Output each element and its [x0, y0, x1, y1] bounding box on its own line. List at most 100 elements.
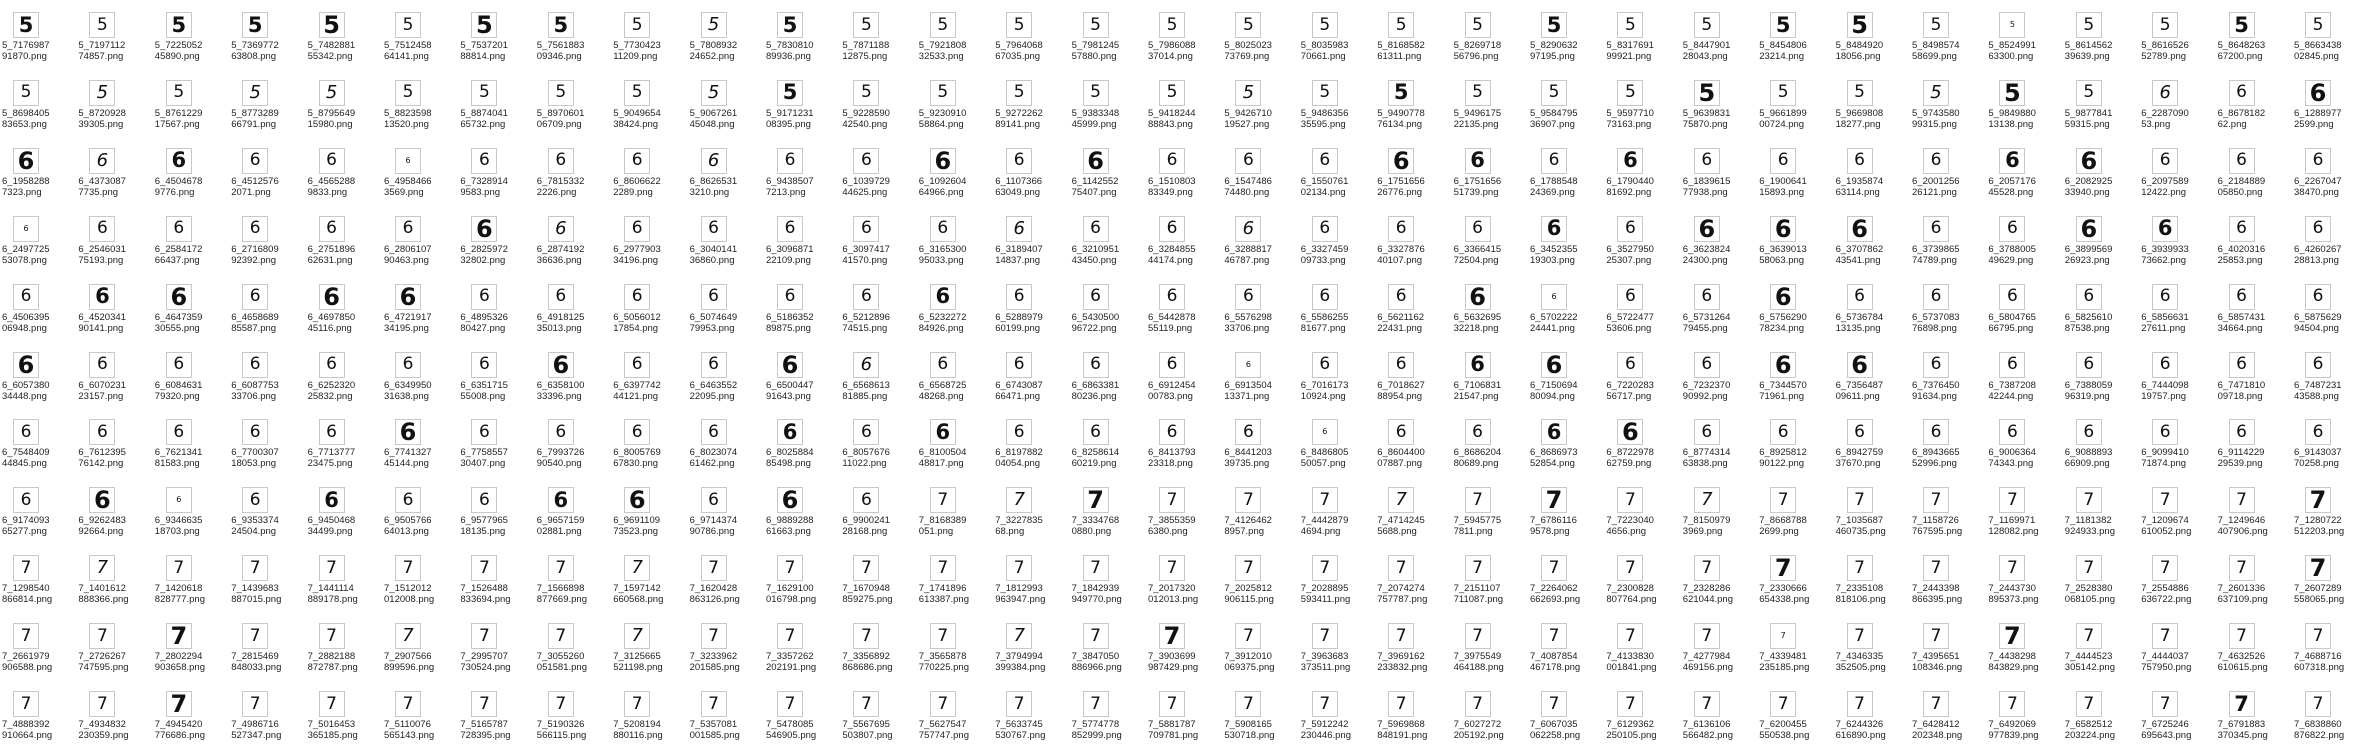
file-item[interactable]: 7 7_5016453 365185.png — [306, 681, 358, 753]
file-item[interactable]: 7 7_2726267 747595.png — [76, 613, 129, 685]
file-item[interactable]: 6 6_2716809 92392.png — [229, 206, 281, 278]
file-item[interactable]: 6 6_4895326 80427.png — [458, 274, 510, 346]
file-item[interactable]: 6 6_6349950 31638.png — [382, 342, 434, 414]
file-item[interactable]: 6 6_2184889 05850.png — [2216, 138, 2268, 210]
file-item[interactable]: 6 6_2874192 36636.png — [535, 206, 587, 278]
file-item[interactable]: 6 6_9353374 24504.png — [229, 477, 281, 549]
file-item[interactable]: 7 7_1298540 866814.png — [0, 545, 52, 617]
file-item[interactable]: 6 6_5186352 89875.png — [764, 274, 816, 346]
file-item[interactable]: 6 6_8023074 61462.png — [688, 409, 740, 481]
file-item[interactable]: 7 7_4126462 8957.png — [1222, 477, 1274, 549]
file-item[interactable]: 6 6_5731264 79455.png — [1681, 274, 1733, 346]
file-item[interactable]: 7 7_1566898 877669.png — [535, 545, 587, 617]
file-item[interactable]: 7 7_3963683 373511.png — [1299, 613, 1351, 685]
file-item[interactable]: 7 7_2074274 757787.png — [1375, 545, 1427, 617]
file-item[interactable]: 6 6_3165300 95033.png — [917, 206, 969, 278]
file-item[interactable]: 6 6_3739865 74789.png — [1910, 206, 1962, 278]
file-item[interactable]: 6 6_7621341 81583.png — [153, 409, 205, 481]
file-item[interactable]: 6 6_6913504 13371.png — [1222, 342, 1274, 414]
file-item[interactable]: 7 7_1842939 949770.png — [1070, 545, 1122, 617]
file-item[interactable]: 7 7_1439683 887015.png — [229, 545, 281, 617]
file-item[interactable]: 5 5_7830810 89936.png — [764, 2, 816, 74]
file-item[interactable]: 5 5_7808932 24652.png — [688, 2, 740, 74]
file-item[interactable]: 6 6_5722477 53606.png — [1604, 274, 1656, 346]
file-item[interactable]: 5 5_9849880 13138.png — [1986, 70, 2038, 142]
file-item[interactable]: 6 6_8942759 37670.png — [1834, 409, 1886, 481]
file-item[interactable]: 6 6_9099410 71874.png — [2139, 409, 2191, 481]
file-item[interactable]: 7 7_5478085 546905.png — [764, 681, 816, 753]
file-item[interactable]: 6 6_8606622 2289.png — [611, 138, 663, 210]
file-item[interactable]: 6 6_5756290 78234.png — [1757, 274, 1809, 346]
file-item[interactable]: 7 7_1249646 407906.png — [2216, 477, 2268, 549]
file-item[interactable]: 6 6_1288977 2599.png — [2292, 70, 2344, 142]
file-item[interactable]: 7 7_3969162 233832.png — [1375, 613, 1427, 685]
file-item[interactable]: 6 6_9505766 64013.png — [382, 477, 434, 549]
file-item[interactable]: 5 5_8317691 99921.png — [1604, 2, 1656, 74]
file-item[interactable]: 7 7_4438298 843829.png — [1986, 613, 2039, 685]
file-item[interactable]: 7 7_5945775 7811.png — [1452, 477, 1504, 549]
file-item[interactable]: 5 5_8616526 52789.png — [2139, 2, 2191, 74]
file-item[interactable]: 6 6_6568725 48268.png — [917, 342, 969, 414]
file-item[interactable]: 6 6_5632695 32218.png — [1452, 274, 1504, 346]
file-item[interactable]: 7 7_5165787 728395.png — [458, 681, 511, 753]
file-item[interactable]: 6 6_6358100 33396.png — [535, 342, 587, 414]
file-item[interactable]: 7 7_1181382 924933.png — [2063, 477, 2115, 549]
file-item[interactable]: 7 7_3357262 202191.png — [764, 613, 816, 685]
file-item[interactable]: 5 5_8025023 73769.png — [1222, 2, 1274, 74]
file-item[interactable]: 7 7_2025812 906115.png — [1222, 545, 1274, 617]
file-item[interactable]: 7 7_4945420 776686.png — [153, 681, 205, 753]
file-item[interactable]: 5 5_9661899 00724.png — [1757, 70, 1809, 142]
file-item[interactable]: 7 7_6200455 550538.png — [1757, 681, 1809, 753]
file-item[interactable]: 5 5_7730423 11209.png — [611, 2, 663, 74]
file-item[interactable]: 6 6_3284855 44174.png — [1146, 206, 1198, 278]
file-item[interactable]: 6 6_6084631 79320.png — [153, 342, 205, 414]
file-item[interactable]: 6 6_5737083 76898.png — [1910, 274, 1962, 346]
file-item[interactable]: 6 6_2057176 45528.png — [1986, 138, 2038, 210]
file-item[interactable]: 7 7_2607289 558065.png — [2292, 545, 2344, 617]
file-item[interactable]: 6 6_9889288 61663.png — [764, 477, 816, 549]
file-item[interactable]: 7 7_2601336 637109.png — [2216, 545, 2268, 617]
file-item[interactable]: 6 6_3097417 41570.png — [840, 206, 892, 278]
file-item[interactable]: 6 6_9088893 66909.png — [2063, 409, 2115, 481]
file-item[interactable]: 6 6_9900241 28168.png — [840, 477, 892, 549]
file-item[interactable]: 6 6_1092604 64966.png — [917, 138, 969, 210]
file-item[interactable]: 6 6_5825610 87538.png — [2063, 274, 2115, 346]
file-item[interactable]: 5 5_8035983 70661.png — [1299, 2, 1351, 74]
file-item[interactable]: 7 7_5969868 848191.png — [1375, 681, 1427, 753]
file-item[interactable]: 6 6_1788548 24369.png — [1528, 138, 1580, 210]
file-item[interactable]: 7 7_6428412 202348.png — [1910, 681, 1962, 753]
file-item[interactable]: 6 6_4697850 45116.png — [306, 274, 358, 346]
file-item[interactable]: 6 6_8678182 62.png — [2216, 70, 2268, 142]
file-item[interactable]: 7 7_2328286 621044.png — [1681, 545, 1733, 617]
file-item[interactable]: 5 5_8484920 18056.png — [1834, 2, 1886, 74]
file-item[interactable]: 7 7_2028895 593411.png — [1299, 545, 1351, 617]
file-item[interactable]: 7 7_3912010 069375.png — [1222, 613, 1275, 685]
file-item[interactable]: 6 6_1958288 7323.png — [0, 138, 52, 210]
file-item[interactable]: 5 5_7986088 37014.png — [1146, 2, 1198, 74]
file-item[interactable]: 7 7_5633745 530767.png — [993, 681, 1045, 753]
file-item[interactable]: 6 6_6351715 55008.png — [458, 342, 510, 414]
file-item[interactable]: 7 7_2815469 848033.png — [229, 613, 281, 685]
file-item[interactable]: 7 7_1169971 128082.png — [1986, 477, 2039, 549]
file-item[interactable]: 6 6_8943665 52996.png — [1910, 409, 1962, 481]
file-item[interactable]: 7 7_5912242 230446.png — [1299, 681, 1351, 753]
file-item[interactable]: 7 7_1741896 613387.png — [917, 545, 969, 617]
file-item[interactable]: 6 6_7106831 21547.png — [1452, 342, 1504, 414]
file-item[interactable]: 6 6_4504678 9776.png — [153, 138, 205, 210]
file-item[interactable]: 5 5_8498574 58699.png — [1910, 2, 1962, 74]
file-item[interactable]: 6 6_9438507 7213.png — [764, 138, 816, 210]
file-item[interactable]: 7 7_1209674 610052.png — [2139, 477, 2191, 549]
file-item[interactable]: 6 6_1107366 63049.png — [993, 138, 1045, 210]
file-item[interactable]: 6 6_6087753 33706.png — [229, 342, 281, 414]
file-item[interactable]: 6 6_3210951 43450.png — [1070, 206, 1122, 278]
file-item[interactable]: 7 7_2554886 636722.png — [2139, 545, 2191, 617]
file-item[interactable]: 6 6_7487231 43588.png — [2292, 342, 2344, 414]
file-item[interactable]: 6 6_1547486 74480.png — [1222, 138, 1274, 210]
file-item[interactable]: 6 6_8626531 3210.png — [688, 138, 740, 210]
file-item[interactable]: 6 6_2267047 38470.png — [2292, 138, 2344, 210]
file-item[interactable]: 7 7_4442879 4694.png — [1299, 477, 1351, 549]
file-item[interactable]: 6 6_9691109 73523.png — [611, 477, 663, 549]
file-item[interactable]: 7 7_3565878 770225.png — [917, 613, 969, 685]
file-item[interactable]: 6 6_9346635 18703.png — [153, 477, 205, 549]
file-item[interactable]: 6 6_5702222 24441.png — [1528, 274, 1580, 346]
